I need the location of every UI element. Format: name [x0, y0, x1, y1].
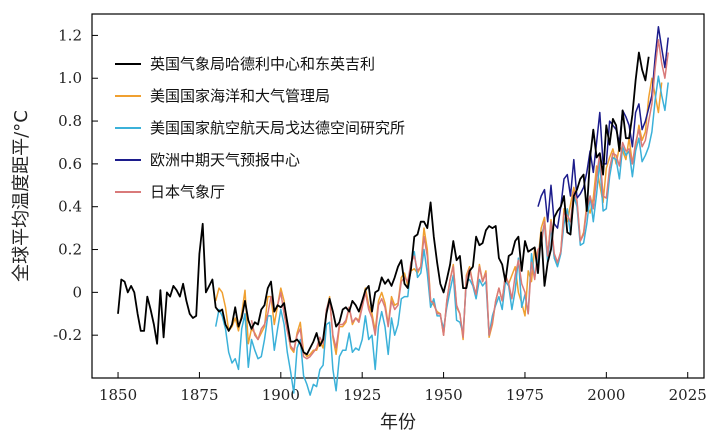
x-tick-label: 1925 [343, 386, 381, 404]
legend: 英国气象局哈德利中心和东英吉利美国国家海洋和大气管理局美国国家航空航天局戈达德空… [115, 55, 405, 201]
axis-ticks: 1850 1875 1900 1925 1950 1975 2000 2025 -0.2 0 0.2… [53, 26, 707, 404]
legend-label-4: 日本气象厅 [150, 183, 225, 201]
series-line-4 [250, 38, 669, 360]
x-axis-title: 年份 [380, 412, 416, 433]
x-tick-label: 1850 [99, 386, 137, 404]
x-tick-label: 1975 [506, 386, 544, 404]
x-tick-label: 1900 [262, 386, 300, 404]
series-lines [117, 26, 669, 396]
series-line-0 [117, 51, 650, 356]
legend-label-3: 欧洲中期天气预报中心 [150, 151, 300, 169]
y-tick-label: 0 [72, 283, 82, 301]
x-tick-label: 1875 [180, 386, 218, 404]
legend-label-2: 美国国家航空航天局戈达德空间研究所 [150, 119, 405, 137]
plot-frame [91, 13, 705, 379]
y-tick-label: 0.4 [58, 198, 82, 216]
legend-label-0: 英国气象局哈德利中心和东英吉利 [150, 55, 375, 73]
x-tick-label: 2025 [669, 386, 707, 404]
axes [91, 13, 705, 379]
y-axis-title: 全球平均温度距平/°C [11, 110, 32, 282]
y-tick-label: 0.8 [58, 112, 82, 130]
y-tick-label: -0.2 [53, 326, 82, 344]
legend-label-1: 美国国家海洋和大气管理局 [150, 87, 330, 105]
y-tick-label: 0.6 [58, 155, 82, 173]
y-tick-label: 1.2 [58, 26, 82, 44]
x-tick-label: 1950 [424, 386, 462, 404]
y-tick-label: 0.2 [58, 241, 82, 259]
y-tick-label: 1.0 [58, 69, 82, 87]
x-tick-label: 2000 [587, 386, 625, 404]
